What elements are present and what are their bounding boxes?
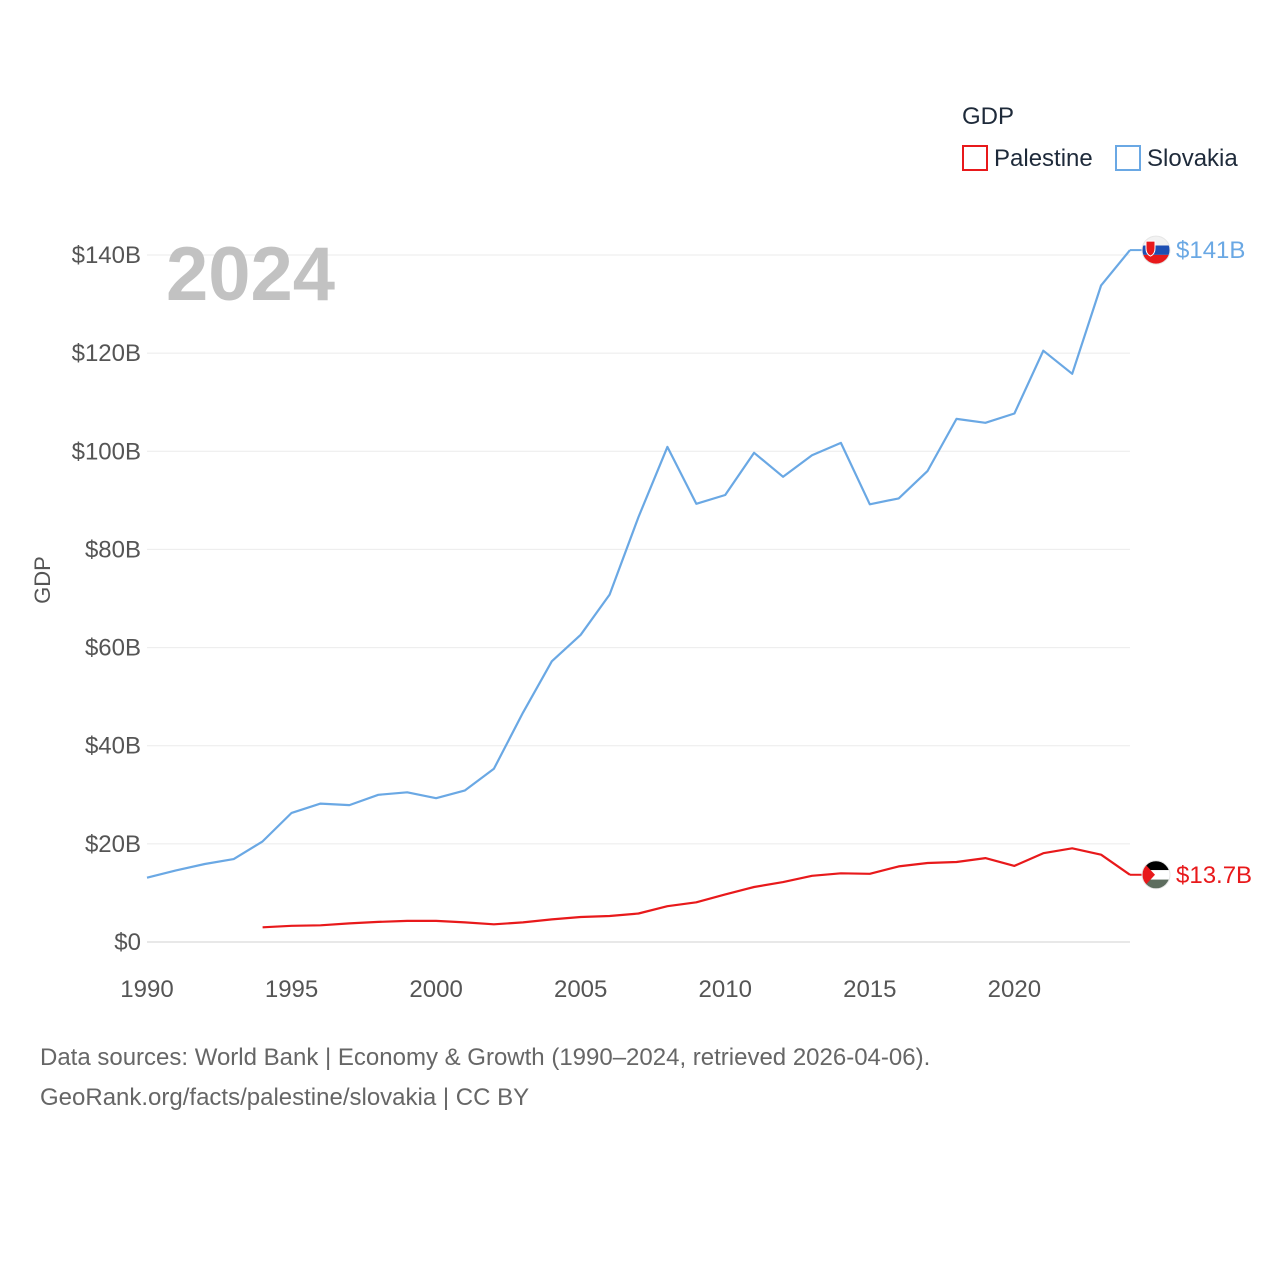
series-line-slovakia[interactable]: [146, 249, 1131, 879]
legend-label-slovakia: Slovakia: [1147, 145, 1238, 172]
y-axis-label: GDP: [30, 556, 55, 604]
y-tick-label: $80B: [85, 536, 141, 563]
series-end-markers: $13.7B $141B: [1130, 235, 1252, 890]
y-tick-label: $120B: [72, 340, 141, 367]
y-tick-label: $140B: [72, 242, 141, 269]
x-tick-label: 2005: [554, 976, 607, 1003]
palestine-flag-icon: [1141, 860, 1171, 890]
y-tick-label: $60B: [85, 635, 141, 662]
y-tick-label: $40B: [85, 733, 141, 760]
x-tick-label: 1990: [120, 976, 173, 1003]
legend-item-slovakia[interactable]: Slovakia: [1115, 145, 1238, 172]
x-tick-label: 1995: [265, 976, 318, 1003]
legend-swatch-slovakia: [1115, 145, 1141, 171]
series-line-palestine[interactable]: [262, 847, 1131, 929]
end-value-label-palestine: $13.7B: [1176, 862, 1252, 889]
x-tick-label: 2020: [988, 976, 1041, 1003]
x-tick-label: 2000: [409, 976, 462, 1003]
x-tick-label: 2010: [699, 976, 752, 1003]
year-watermark: 2024: [166, 232, 335, 317]
legend-label-palestine: Palestine: [994, 145, 1093, 172]
end-value-label-slovakia: $141B: [1176, 237, 1245, 264]
y-axis-ticks: $0 $20B $40B $60B $80B $100B $120B $140B: [72, 242, 141, 956]
legend-swatch-palestine: [962, 145, 988, 171]
slovakia-flag-icon: [1141, 235, 1171, 265]
data-source-note: Data sources: World Bank | Economy & Gro…: [40, 1044, 931, 1071]
gridlines: [147, 254, 1130, 943]
y-tick-label: $0: [114, 929, 141, 956]
series-lines: [146, 249, 1131, 929]
legend: GDP Palestine Slovakia: [962, 103, 1238, 172]
legend-item-palestine[interactable]: Palestine: [962, 145, 1093, 172]
x-axis-ticks: 1990 1995 2000 2005 2010 2015 2020: [120, 976, 1041, 1003]
y-tick-label: $100B: [72, 438, 141, 465]
y-tick-label: $20B: [85, 831, 141, 858]
source-url: GeoRank.org/facts/palestine/slovakia | C…: [40, 1084, 530, 1111]
x-tick-label: 2015: [843, 976, 896, 1003]
legend-title: GDP: [962, 103, 1014, 130]
